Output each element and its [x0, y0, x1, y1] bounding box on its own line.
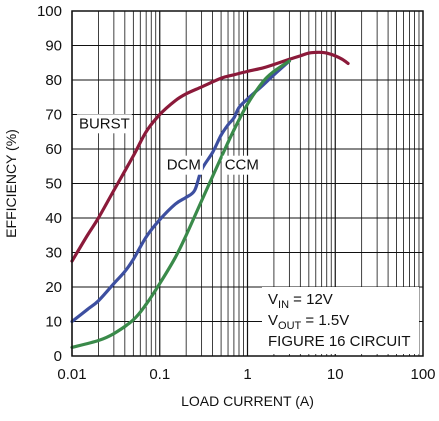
- y-tick-label: 90: [45, 38, 62, 55]
- x-tick-label: 0.01: [57, 366, 86, 383]
- series-line-dcm: [70, 59, 291, 324]
- y-tick-label: 20: [45, 279, 62, 296]
- y-tick-label: 60: [45, 141, 62, 158]
- annotation-ccm: CCM: [225, 157, 259, 174]
- series-line-burst: [70, 50, 350, 263]
- y-tick-label: 0: [54, 348, 62, 365]
- condition-line: VIN = 12V: [268, 291, 333, 311]
- tick-layer: 0 10 20 30 40 50 60 70 80 90 100 0.01 0.1 1 10 100: [37, 3, 436, 383]
- condition-line: FIGURE 16 CIRCUIT: [268, 333, 411, 350]
- annotation-burst: BURST: [79, 115, 130, 132]
- y-tick-label: 100: [37, 3, 62, 20]
- conditions-box: [262, 287, 419, 354]
- annotation-bg: [164, 155, 203, 175]
- annotation-layer: BURST DCM CCM: [76, 114, 261, 175]
- annotation-bg: [222, 155, 261, 175]
- condition-line: VOUT = 1.5V: [268, 312, 349, 332]
- plot-frame: [71, 10, 424, 357]
- y-tick-label: 40: [45, 210, 62, 227]
- y-tick-label: 70: [45, 107, 62, 124]
- x-tick-label: 100: [410, 366, 435, 383]
- x-tick-label: 0.1: [149, 366, 170, 383]
- annotation-bg: [76, 114, 132, 134]
- series-line-ccm: [70, 59, 291, 349]
- x-tick-label: 1: [243, 366, 251, 383]
- series-layer: [70, 50, 350, 349]
- annotation-dcm: DCM: [167, 157, 201, 174]
- x-tick-label: 10: [327, 366, 344, 383]
- y-tick-label: 80: [45, 72, 62, 89]
- y-tick-label: 10: [45, 314, 62, 331]
- y-tick-label: 30: [45, 245, 62, 262]
- x-axis-label: LOAD CURRENT (A): [181, 393, 314, 409]
- y-axis-label: EFFICIENCY (%): [3, 129, 19, 238]
- y-tick-label: 50: [45, 176, 62, 193]
